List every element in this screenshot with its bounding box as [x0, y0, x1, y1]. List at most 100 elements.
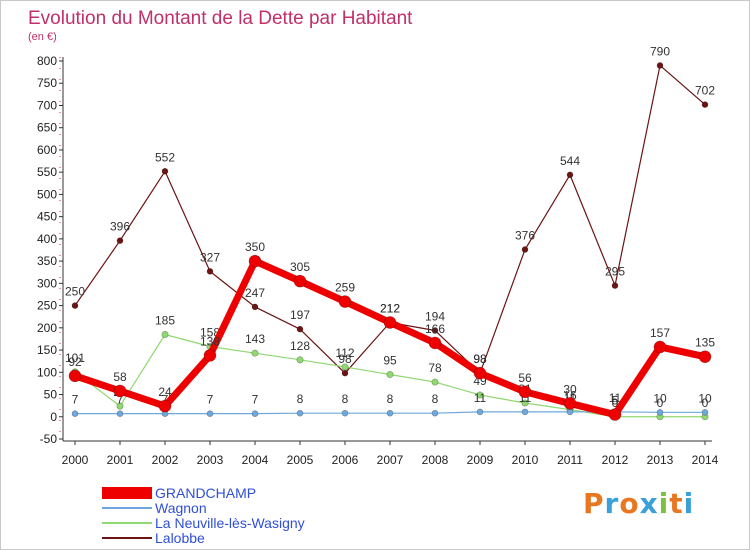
data-point — [161, 167, 169, 175]
data-point — [518, 385, 532, 399]
data-label: 10 — [653, 391, 667, 405]
data-label: 98 — [473, 352, 487, 366]
data-point — [698, 350, 712, 364]
data-label: 128 — [290, 339, 310, 353]
y-tick-label: 350 — [37, 254, 57, 268]
data-label: 259 — [335, 281, 355, 295]
data-point — [251, 349, 259, 357]
data-point — [563, 397, 577, 410]
data-label: 185 — [155, 313, 175, 327]
data-point — [296, 356, 304, 364]
data-label: 327 — [200, 250, 220, 264]
logo-letter: i — [683, 487, 695, 520]
data-label: 143 — [245, 332, 265, 346]
data-point — [341, 363, 349, 371]
data-label: 396 — [110, 220, 130, 234]
data-point — [161, 330, 169, 338]
y-tick-label: 600 — [37, 143, 57, 157]
data-label: 98 — [473, 352, 487, 366]
data-point — [521, 399, 529, 407]
data-point — [71, 410, 79, 417]
x-tick-label: 2010 — [512, 453, 539, 467]
y-tick-label: 50 — [44, 388, 58, 402]
data-point — [608, 408, 622, 421]
data-point — [611, 282, 619, 289]
x-tick-label: 2012 — [602, 453, 629, 467]
y-tick-label: 250 — [37, 299, 57, 313]
data-point — [566, 408, 574, 416]
y-tick-label: 300 — [37, 276, 57, 290]
data-label: 0 — [702, 396, 709, 410]
data-point — [656, 62, 664, 69]
data-label: 157 — [650, 326, 670, 340]
y-tick-label: 100 — [37, 365, 57, 379]
data-label: 8 — [342, 392, 349, 406]
data-point — [338, 295, 352, 308]
data-label: 138 — [200, 334, 220, 348]
data-label: 305 — [290, 260, 310, 274]
data-point — [341, 369, 349, 377]
data-point — [68, 369, 82, 383]
axes: -500501001502002503003504004505005506006… — [37, 54, 719, 467]
x-tick-label: 2008 — [422, 453, 449, 467]
data-point — [158, 399, 172, 413]
data-point — [476, 408, 484, 416]
data-point — [386, 371, 394, 379]
chart-title: Evolution du Montant de la Dette par Hab… — [28, 8, 413, 29]
data-point — [566, 171, 574, 179]
data-label: 790 — [650, 44, 670, 58]
x-tick-label: 2004 — [242, 453, 269, 467]
data-point — [386, 409, 394, 417]
data-label: 5 — [612, 394, 619, 408]
y-tick-label: 0 — [50, 410, 57, 424]
y-tick-label: 650 — [37, 121, 57, 135]
data-label: 350 — [245, 240, 265, 254]
data-point — [293, 274, 307, 288]
x-tick-label: 2002 — [152, 453, 179, 467]
y-tick-label: -50 — [40, 432, 58, 446]
x-tick-label: 2007 — [377, 453, 404, 467]
data-label: 212 — [380, 301, 400, 315]
logo-letter: r — [604, 487, 620, 520]
data-label: 7 — [117, 393, 124, 407]
data-label: 95 — [383, 354, 397, 368]
data-label: 544 — [560, 154, 580, 168]
data-label: 7 — [72, 393, 79, 407]
data-point — [296, 409, 304, 417]
data-label: 8 — [387, 392, 394, 406]
data-label: 78 — [428, 361, 442, 375]
data-label: 197 — [290, 308, 310, 322]
logo-letter: P — [583, 487, 605, 520]
data-point — [206, 410, 214, 417]
data-label: 135 — [695, 336, 715, 350]
data-label: 0 — [657, 396, 664, 410]
legend-label: GRANDCHAMP — [155, 485, 256, 501]
data-point — [431, 378, 439, 386]
logo-letter: t — [669, 487, 684, 520]
data-point — [431, 409, 439, 417]
data-label: 30 — [563, 382, 577, 396]
y-tick-label: 700 — [37, 98, 57, 112]
data-label: 247 — [245, 286, 265, 300]
x-tick-label: 2006 — [332, 453, 359, 467]
data-label: 0 — [612, 396, 619, 410]
data-label: 552 — [155, 150, 175, 164]
data-label: 92 — [68, 355, 82, 369]
data-label: 101 — [65, 351, 85, 365]
y-tick-label: 450 — [37, 210, 57, 224]
data-label: 702 — [695, 84, 715, 98]
data-label: 11 — [474, 391, 487, 405]
data-point — [521, 408, 529, 416]
data-point — [206, 268, 214, 275]
data-point — [113, 384, 127, 398]
x-tick-label: 2000 — [62, 453, 89, 467]
data-label: 250 — [65, 285, 85, 299]
data-label: 8 — [432, 392, 439, 406]
x-tick-label: 2013 — [647, 453, 674, 467]
data-point — [71, 302, 79, 309]
data-point — [203, 349, 217, 362]
data-label: 376 — [515, 229, 535, 243]
data-label: 56 — [518, 371, 532, 385]
data-point — [476, 391, 484, 399]
